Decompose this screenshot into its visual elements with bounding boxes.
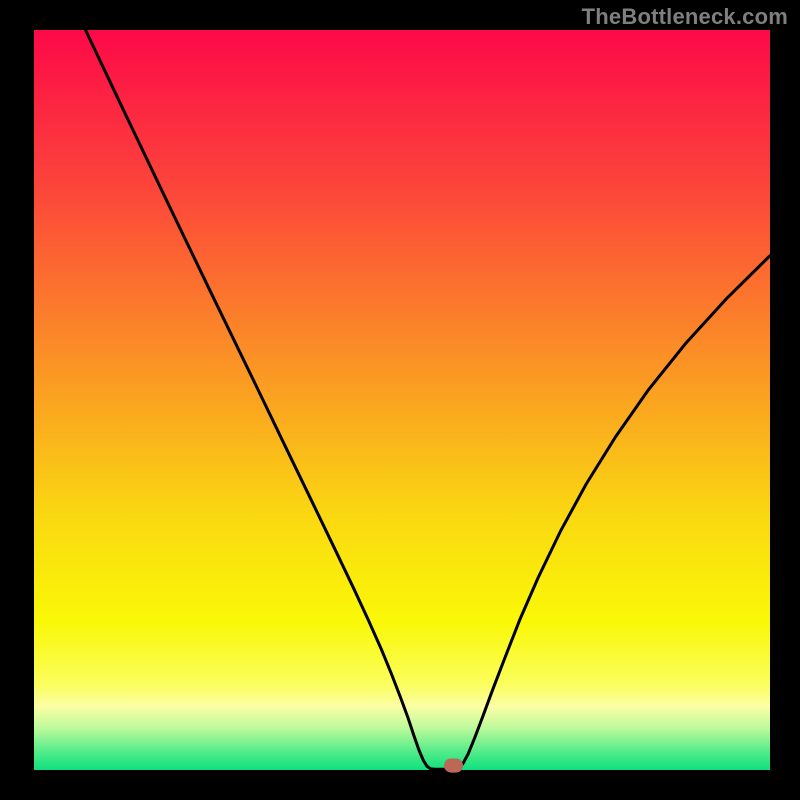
figure-root: { "watermark": { "text": "TheBottleneck.… — [0, 0, 800, 800]
optimal-marker — [444, 759, 463, 773]
chart-background-gradient — [34, 30, 770, 770]
bottleneck-chart — [0, 0, 800, 800]
